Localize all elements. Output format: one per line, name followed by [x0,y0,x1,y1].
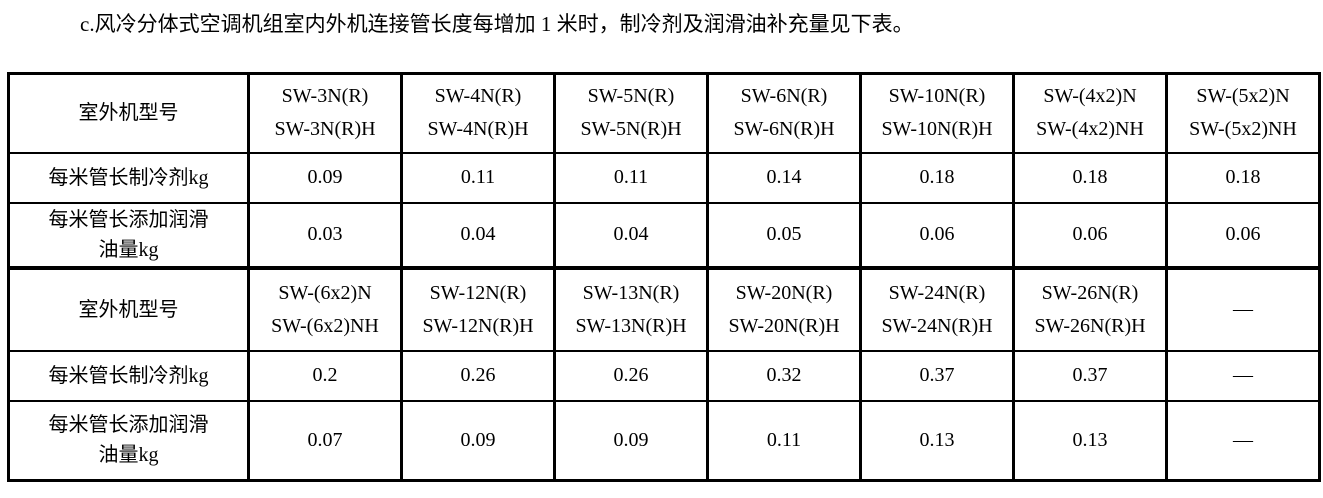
value-cell: 0.32 [706,349,862,402]
model-cell: SW-(6x2)N SW-(6x2)NH [247,265,403,352]
value-cell: 0.11 [706,399,862,482]
model-cell: SW-3N(R) SW-3N(R)H [247,72,403,154]
row-header-refrigerant: 每米管长制冷剂kg [7,349,250,402]
row-header-model: 室外机型号 [7,265,250,352]
row-header-model: 室外机型号 [7,72,250,154]
value-cell: 0.13 [1012,399,1168,482]
value-cell: 0.14 [706,151,862,204]
value-cell: — [1165,349,1321,402]
model-cell: SW-(4x2)N SW-(4x2)NH [1012,72,1168,154]
value-cell: 0.09 [247,151,403,204]
model-cell: SW-26N(R) SW-26N(R)H [1012,265,1168,352]
refrigerant-oil-supplement-table: 室外机型号 SW-3N(R) SW-3N(R)H SW-4N(R) SW-4N(R)… [7,72,1321,482]
model-cell: SW-(5x2)N SW-(5x2)NH [1165,72,1321,154]
value-cell: 0.37 [859,349,1015,402]
value-cell: 0.18 [1165,151,1321,204]
table-row-refrigerant-2: 每米管长制冷剂kg 0.2 0.26 0.26 0.32 0.37 0.37 — [7,349,1321,402]
value-cell: 0.13 [859,399,1015,482]
value-cell: 0.26 [553,349,709,402]
row-header-refrigerant: 每米管长制冷剂kg [7,151,250,204]
value-cell: 0.06 [1165,201,1321,269]
model-cell: SW-10N(R) SW-10N(R)H [859,72,1015,154]
value-cell: — [1165,399,1321,482]
table-row-oil-1: 每米管长添加润滑油量kg 0.03 0.04 0.04 0.05 0.06 0.… [7,201,1321,269]
model-cell-empty: — [1165,265,1321,352]
table-row-model-header-2: 室外机型号 SW-(6x2)N SW-(6x2)NH SW-12N(R) SW-12… [7,265,1321,352]
row-header-oil: 每米管长添加润滑油量kg [7,399,250,482]
model-cell: SW-24N(R) SW-24N(R)H [859,265,1015,352]
value-cell: 0.26 [400,349,556,402]
row-header-oil: 每米管长添加润滑油量kg [7,201,250,269]
value-cell: 0.05 [706,201,862,269]
table-row-refrigerant-1: 每米管长制冷剂kg 0.09 0.11 0.11 0.14 0.18 0.18 … [7,151,1321,204]
model-cell: SW-13N(R) SW-13N(R)H [553,265,709,352]
value-cell: 0.03 [247,201,403,269]
value-cell: 0.07 [247,399,403,482]
value-cell: 0.11 [400,151,556,204]
model-cell: SW-5N(R) SW-5N(R)H [553,72,709,154]
table-row-oil-2: 每米管长添加润滑油量kg 0.07 0.09 0.09 0.11 0.13 0.… [7,399,1321,482]
value-cell: 0.04 [400,201,556,269]
model-cell: SW-6N(R) SW-6N(R)H [706,72,862,154]
value-cell: 0.06 [1012,201,1168,269]
table-row-model-header-1: 室外机型号 SW-3N(R) SW-3N(R)H SW-4N(R) SW-4N(R)… [7,72,1321,154]
value-cell: 0.04 [553,201,709,269]
model-cell: SW-20N(R) SW-20N(R)H [706,265,862,352]
value-cell: 0.18 [1012,151,1168,204]
table-caption: c.风冷分体式空调机组室内外机连接管长度每增加 1 米时，制冷剂及润滑油补充量见… [80,12,914,36]
value-cell: 0.09 [400,399,556,482]
value-cell: 0.11 [553,151,709,204]
value-cell: 0.06 [859,201,1015,269]
value-cell: 0.2 [247,349,403,402]
value-cell: 0.18 [859,151,1015,204]
value-cell: 0.09 [553,399,709,482]
model-cell: SW-4N(R) SW-4N(R)H [400,72,556,154]
model-cell: SW-12N(R) SW-12N(R)H [400,265,556,352]
value-cell: 0.37 [1012,349,1168,402]
